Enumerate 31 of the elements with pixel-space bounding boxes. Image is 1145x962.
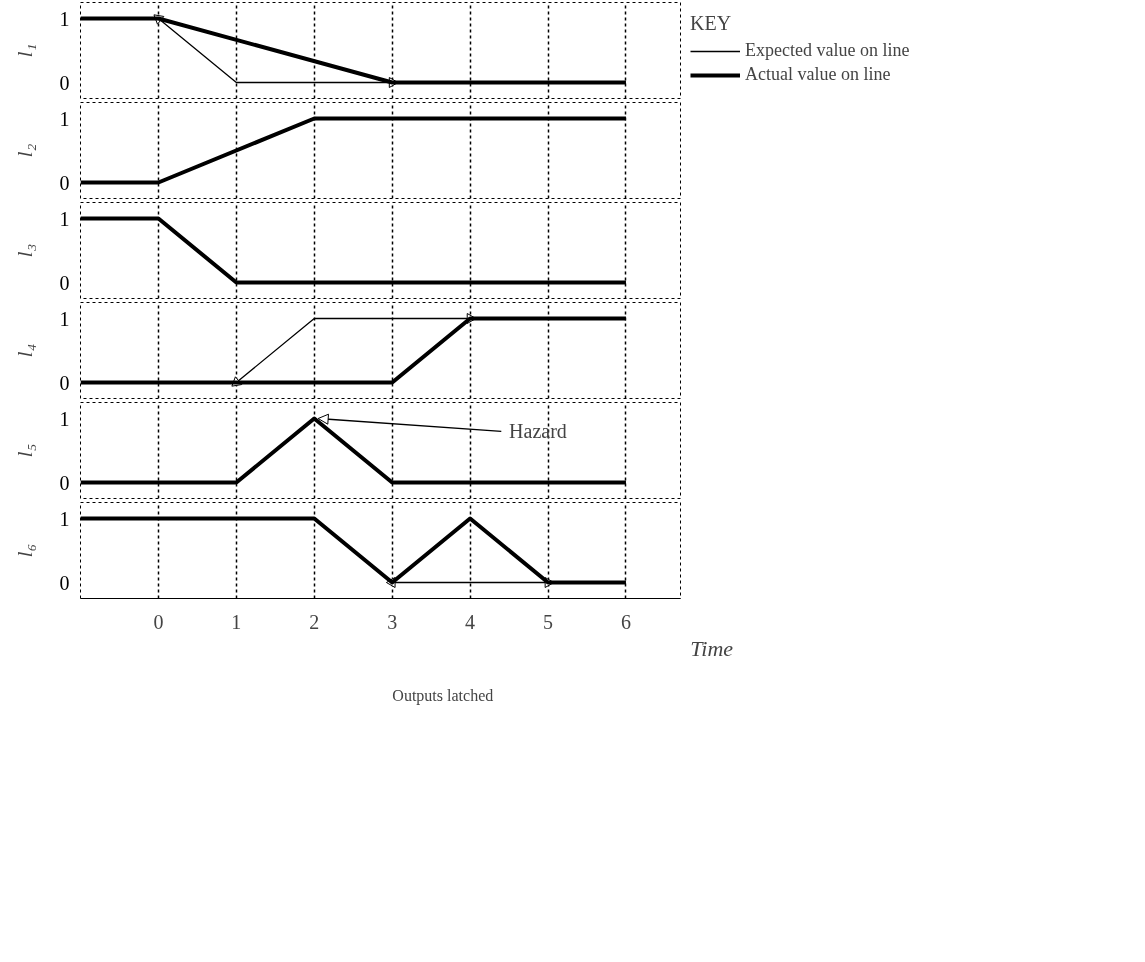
x-tick-label: 3: [387, 610, 398, 633]
x-tick-label: 1: [231, 610, 242, 633]
x-tick-label: 0: [153, 610, 164, 633]
y-axis-title: l₂: [11, 143, 37, 158]
text: Outputs latched: [392, 687, 494, 705]
y-tick-label: 1: [59, 507, 70, 530]
x-tick-label: 6: [620, 610, 631, 633]
y-axis-title: l₅: [11, 443, 37, 458]
y-tick-label: 1: [59, 307, 70, 330]
y-tick-label: 0: [59, 271, 70, 294]
legend-label: Expected value on line: [745, 40, 910, 61]
x-tick-label: 5: [543, 610, 554, 633]
y-tick-label: 1: [59, 207, 70, 230]
y-tick-label: 0: [59, 71, 70, 94]
y-tick-label: 0: [59, 471, 70, 494]
y-tick-label: 0: [59, 171, 70, 194]
legend-title: KEY: [690, 12, 733, 35]
x-tick-label: 2: [309, 610, 320, 633]
y-tick-label: 0: [59, 571, 70, 594]
x-axis-title: Time: [690, 635, 734, 661]
y-axis-title: l₃: [11, 243, 37, 258]
y-axis-title: l₄: [11, 343, 37, 358]
y-tick-label: 0: [59, 371, 70, 394]
y-tick-label: 1: [59, 407, 70, 430]
x-tick-label: 4: [465, 610, 476, 633]
y-axis-title: l₆: [11, 543, 37, 558]
y-tick-label: 1: [59, 107, 70, 130]
legend-label: Actual value on line: [745, 64, 891, 85]
y-tick-label: 1: [59, 7, 70, 30]
annotation: Hazard: [509, 420, 567, 443]
y-axis-title: l₁: [11, 43, 37, 58]
